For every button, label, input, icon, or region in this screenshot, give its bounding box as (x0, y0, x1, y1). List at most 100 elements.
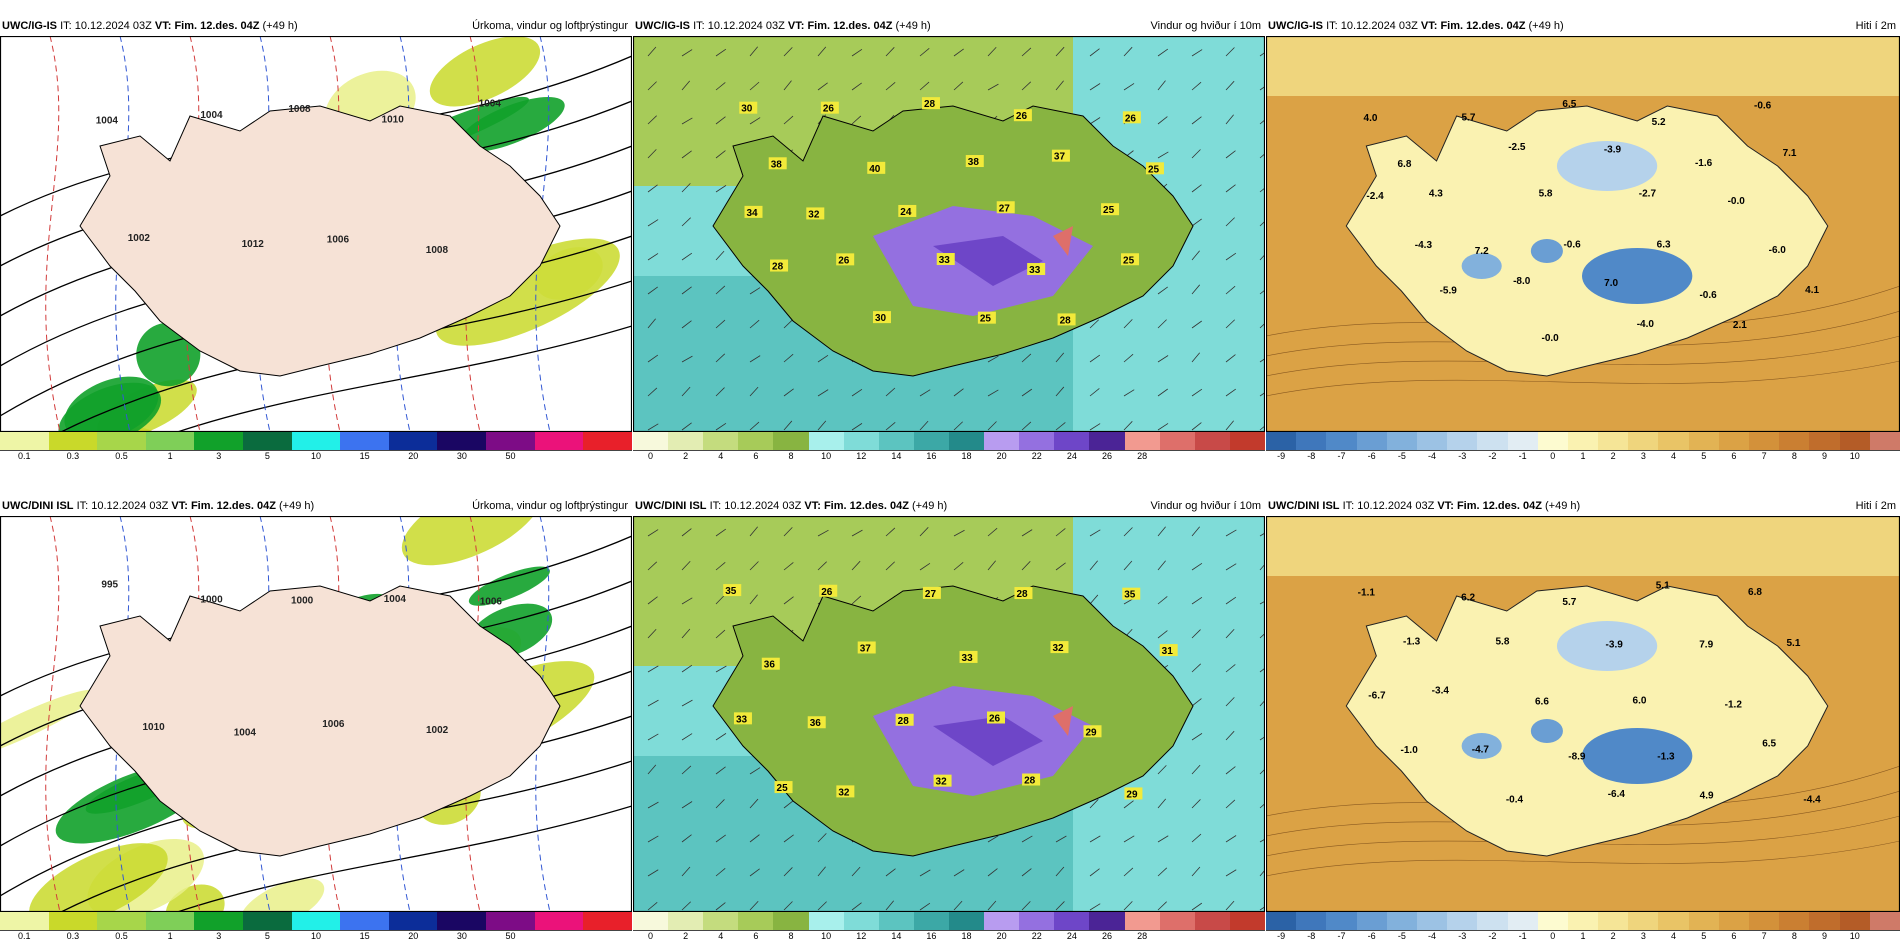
colorbar-tick-label: 10 (821, 451, 832, 461)
colorbar-tick-label: 22 (1031, 451, 1042, 461)
wind-map-label: 26 (838, 255, 850, 266)
colorbar-swatch (1718, 432, 1749, 450)
colorbar-swatch (1688, 432, 1719, 450)
colorbar-swatch (773, 432, 809, 450)
wind-map-label: 38 (771, 159, 783, 170)
colorbar-swatch (1688, 912, 1719, 930)
colorbar-swatch (243, 912, 292, 930)
colorbar-ticks: 0.1 0.3 0.5 1 3 5 10 15 20 30 50 (0, 930, 632, 944)
map-canvas[interactable]: 35 26 27 28 35 36 37 33 32 31 36 28 26 29 33 32 32 28 29 25 (633, 516, 1265, 912)
precip-map-label: 1006 (327, 235, 350, 246)
wind-map-label: 27 (999, 203, 1011, 214)
model-name: UWC/IG-IS (1268, 20, 1323, 32)
colorbar-swatch (1628, 432, 1659, 450)
wind-map-label: 29 (1086, 727, 1098, 738)
precip-map-label: 1004 (200, 110, 223, 121)
panel-header: UWC/IG-IS IT: 10.12.2024 03Z VT: Fim. 12… (1266, 16, 1900, 36)
colorbar (0, 912, 632, 931)
panel-header: UWC/DINI ISL IT: 10.12.2024 03Z VT: Fim.… (1266, 496, 1900, 516)
init-time: 10.12.2024 03Z (91, 500, 169, 512)
temp-map-label: -6.0 (1769, 245, 1787, 256)
wind-map-label: 26 (989, 713, 1001, 724)
panel-header: UWC/IG-IS IT: 10.12.2024 03Z VT: Fim. 12… (633, 16, 1265, 36)
wind-label-bg (1101, 203, 1120, 216)
colorbar-tick-label: 10 (1849, 931, 1860, 941)
colorbar-tick-label: 0.5 (115, 931, 128, 941)
precip-map-label: 1012 (242, 239, 265, 250)
map-canvas[interactable]: 30 26 28 26 26 38 40 38 37 25 32 24 27 25 34 26 33 33 25 28… (633, 36, 1265, 432)
temp-map-label: 5.1 (1786, 638, 1800, 649)
colorbar-tick-label: 7 (1761, 931, 1767, 941)
it-prefix: IT: (1326, 20, 1338, 32)
map-canvas[interactable]: -1.1 6.2 5.7 5.1 6.8 -1.3 5.8 -3.9 7.9 5.1 -3.4 6.6… (1266, 516, 1900, 912)
colorbar-tick-label: 4 (1671, 931, 1677, 941)
precip-map-label: 1002 (426, 725, 449, 736)
colorbar-tick-label: 6 (753, 451, 759, 461)
colorbar-tick-label: -7 (1337, 931, 1346, 941)
colorbar-swatch (1658, 912, 1689, 930)
temp-map-label: 4.0 (1364, 113, 1378, 124)
map-canvas[interactable]: 995 1000 1000 1004 1006 1010 1004 1006 1002 (0, 516, 632, 912)
colorbar-tick-label: 7 (1761, 451, 1767, 461)
colorbar-tick-label: 9 (1822, 931, 1828, 941)
precip-map-label: 1004 (479, 98, 502, 109)
temp-map-label: 7.1 (1783, 148, 1797, 159)
colorbar-swatch (1089, 912, 1125, 930)
panel-precip-igis: UWC/IG-IS IT: 10.12.2024 03Z VT: Fim. 12… (0, 0, 632, 470)
wind-label-bg (1121, 253, 1140, 266)
colorbar-swatch (703, 912, 739, 930)
colorbar-tick-label: -3 (1458, 451, 1467, 461)
wind-map-label: 25 (1103, 205, 1115, 216)
colorbar-tick-label: 50 (505, 451, 516, 461)
wind-map-label: 24 (900, 207, 912, 218)
colorbar-swatch (0, 432, 49, 450)
colorbar-swatch (1779, 432, 1810, 450)
colorbar-tick-label: 3 (216, 931, 222, 941)
wind-label-bg (895, 713, 914, 726)
wind-label-bg (867, 161, 886, 174)
wind-label-bg (733, 712, 752, 725)
colorbar-swatch (243, 432, 292, 450)
temp-map-label: 5.7 (1562, 597, 1576, 608)
wind-label-bg (857, 641, 876, 654)
map-canvas[interactable]: 1004 1004 1008 1010 1004 1002 1012 1006 1008 (0, 36, 632, 432)
temp-map-label: 4.3 (1429, 189, 1443, 200)
colorbar-swatch (878, 912, 914, 930)
colorbar-tick-label: 0.3 (66, 451, 80, 461)
wind-map-label: 37 (1054, 152, 1066, 163)
colorbar (1266, 912, 1900, 931)
wind-label-bg (922, 586, 941, 599)
precip-map-label: 1004 (96, 116, 119, 127)
panel-temp-igis: UWC/IG-IS IT: 10.12.2024 03Z VT: Fim. 12… (1266, 0, 1900, 470)
colorbar-swatch (1477, 432, 1508, 450)
colorbar-swatch (1749, 912, 1780, 930)
colorbar-swatch (1386, 432, 1417, 450)
map-canvas[interactable]: 4.0 5.7 6.5 5.2 -0.6 6.8 -2.5 -3.9 -1.6 7.1 4.3 5.8… (1266, 36, 1900, 432)
colorbar-tick-label: -1 (1518, 931, 1527, 941)
colorbar-swatch (1537, 912, 1568, 930)
panel-precip-dini: UWC/DINI ISL IT: 10.12.2024 03Z VT: Fim.… (0, 480, 632, 950)
temp-map-label: -0.0 (1728, 196, 1746, 207)
colorbar-tick-label: 1 (167, 931, 173, 941)
colorbar-tick-label: 5 (264, 931, 270, 941)
colorbar-swatch (633, 432, 669, 450)
temp-map-label: -3.9 (1606, 640, 1624, 651)
colorbar-tick-label: 18 (961, 451, 972, 461)
temp-map-label: 6.3 (1657, 239, 1671, 250)
wind-map-label: 32 (936, 777, 948, 788)
init-time: 10.12.2024 03Z (707, 20, 785, 32)
temp-map-label: 6.8 (1397, 159, 1411, 170)
variable-title: Úrkoma, vindur og loftþrýstingur (472, 500, 628, 512)
colorbar-tick-label: 10 (821, 931, 832, 941)
colorbar-tick-label: 0 (1550, 931, 1556, 941)
colorbar-tick-label: 0.5 (115, 451, 128, 461)
lead-time: (+49 h) (262, 20, 298, 32)
init-time: 10.12.2024 03Z (724, 500, 802, 512)
precip-map-label: 1010 (142, 722, 165, 733)
temp-map-label: 5.1 (1656, 581, 1670, 592)
temp-map-label: 6.0 (1633, 696, 1647, 707)
wind-map-label: 28 (772, 262, 784, 273)
colorbar-swatch (1839, 912, 1870, 930)
temp-map-label: -3.9 (1604, 145, 1622, 156)
colorbar-tick-label: -4 (1428, 931, 1437, 941)
